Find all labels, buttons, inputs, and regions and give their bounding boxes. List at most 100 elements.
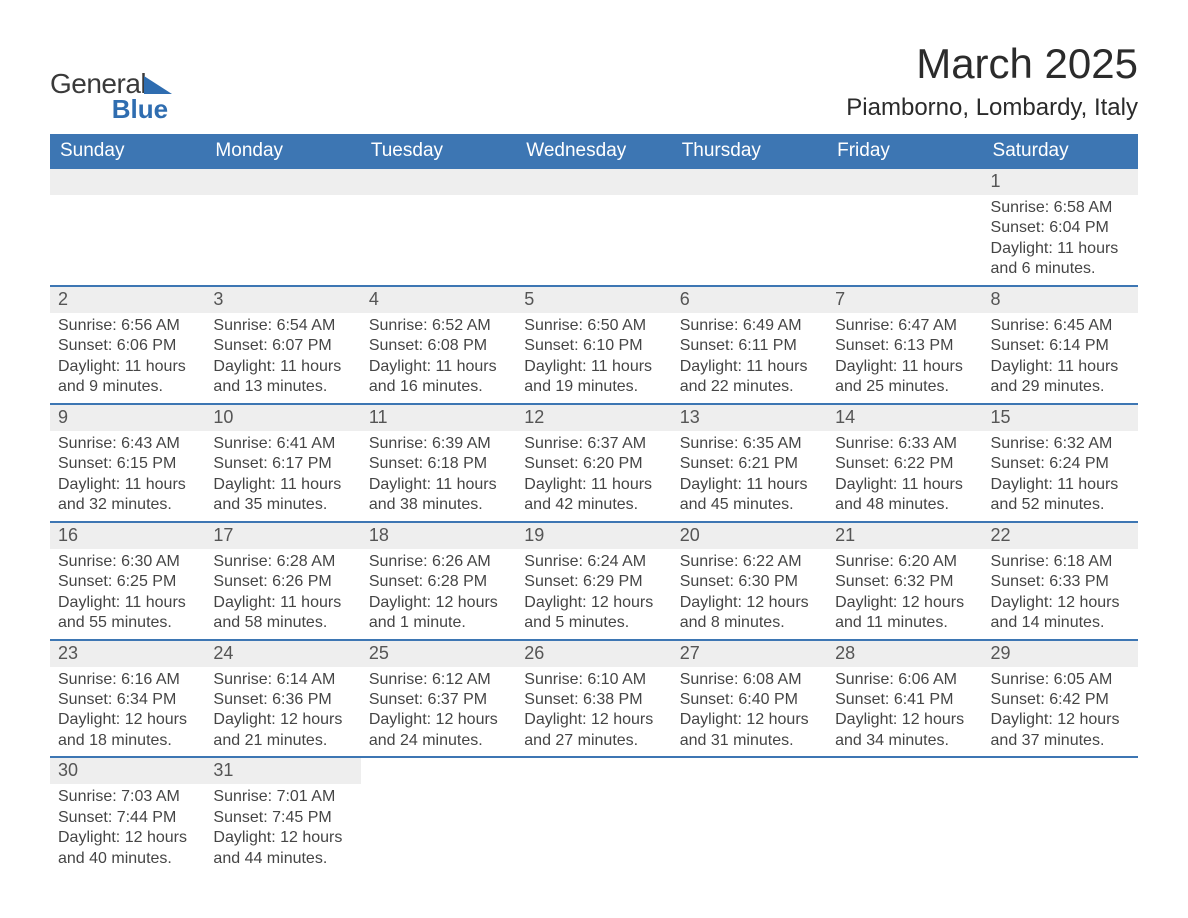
empty-cell-spacer xyxy=(672,195,827,275)
day-details: Sunrise: 6:20 AMSunset: 6:32 PMDaylight:… xyxy=(827,549,982,639)
calendar-day-cell: 8Sunrise: 6:45 AMSunset: 6:14 PMDaylight… xyxy=(983,286,1138,404)
day-number xyxy=(672,169,827,195)
day-number: 10 xyxy=(205,405,360,431)
calendar-day-cell xyxy=(827,757,982,874)
day-number: 8 xyxy=(983,287,1138,313)
calendar-day-cell: 20Sunrise: 6:22 AMSunset: 6:30 PMDayligh… xyxy=(672,522,827,640)
day-details: Sunrise: 6:54 AMSunset: 6:07 PMDaylight:… xyxy=(205,313,360,403)
sunset-line: Sunset: 6:08 PM xyxy=(369,336,508,356)
calendar-day-cell: 28Sunrise: 6:06 AMSunset: 6:41 PMDayligh… xyxy=(827,640,982,758)
weekday-header: Thursday xyxy=(672,134,827,169)
sunrise-line: Sunrise: 6:10 AM xyxy=(524,670,663,690)
sunset-line: Sunset: 6:29 PM xyxy=(524,572,663,592)
day-number: 16 xyxy=(50,523,205,549)
sunset-line: Sunset: 6:06 PM xyxy=(58,336,197,356)
calendar-day-cell: 1Sunrise: 6:58 AMSunset: 6:04 PMDaylight… xyxy=(983,169,1138,286)
daylight-line: Daylight: 11 hours and 58 minutes. xyxy=(213,593,352,634)
calendar-day-cell: 11Sunrise: 6:39 AMSunset: 6:18 PMDayligh… xyxy=(361,404,516,522)
sunset-line: Sunset: 6:40 PM xyxy=(680,690,819,710)
calendar-day-cell xyxy=(516,169,671,286)
day-details: Sunrise: 6:12 AMSunset: 6:37 PMDaylight:… xyxy=(361,667,516,757)
day-details: Sunrise: 6:14 AMSunset: 6:36 PMDaylight:… xyxy=(205,667,360,757)
day-details: Sunrise: 6:39 AMSunset: 6:18 PMDaylight:… xyxy=(361,431,516,521)
calendar-week-row: 9Sunrise: 6:43 AMSunset: 6:15 PMDaylight… xyxy=(50,404,1138,522)
sunset-line: Sunset: 6:30 PM xyxy=(680,572,819,592)
day-number: 26 xyxy=(516,641,671,667)
sunrise-line: Sunrise: 6:28 AM xyxy=(213,552,352,572)
day-details: Sunrise: 6:30 AMSunset: 6:25 PMDaylight:… xyxy=(50,549,205,639)
sunrise-line: Sunrise: 6:56 AM xyxy=(58,316,197,336)
title-block: March 2025 Piamborno, Lombardy, Italy xyxy=(846,40,1138,122)
calendar-day-cell: 7Sunrise: 6:47 AMSunset: 6:13 PMDaylight… xyxy=(827,286,982,404)
sunrise-line: Sunrise: 6:54 AM xyxy=(213,316,352,336)
weekday-header: Tuesday xyxy=(361,134,516,169)
day-details: Sunrise: 6:45 AMSunset: 6:14 PMDaylight:… xyxy=(983,313,1138,403)
sunrise-line: Sunrise: 6:41 AM xyxy=(213,434,352,454)
month-title: March 2025 xyxy=(846,40,1138,88)
calendar-week-row: 1Sunrise: 6:58 AMSunset: 6:04 PMDaylight… xyxy=(50,169,1138,286)
calendar-day-cell: 31Sunrise: 7:01 AMSunset: 7:45 PMDayligh… xyxy=(205,757,360,874)
day-number: 19 xyxy=(516,523,671,549)
calendar-day-cell: 15Sunrise: 6:32 AMSunset: 6:24 PMDayligh… xyxy=(983,404,1138,522)
sunset-line: Sunset: 7:45 PM xyxy=(213,808,352,828)
sunset-line: Sunset: 6:26 PM xyxy=(213,572,352,592)
sunrise-line: Sunrise: 6:06 AM xyxy=(835,670,974,690)
daylight-line: Daylight: 12 hours and 24 minutes. xyxy=(369,710,508,751)
daylight-line: Daylight: 12 hours and 5 minutes. xyxy=(524,593,663,634)
sunrise-line: Sunrise: 6:49 AM xyxy=(680,316,819,336)
calendar-day-cell: 27Sunrise: 6:08 AMSunset: 6:40 PMDayligh… xyxy=(672,640,827,758)
header-row: General Blue March 2025 Piamborno, Lomba… xyxy=(50,40,1138,122)
day-number xyxy=(361,169,516,195)
daylight-line: Daylight: 12 hours and 31 minutes. xyxy=(680,710,819,751)
day-number: 14 xyxy=(827,405,982,431)
sunset-line: Sunset: 6:04 PM xyxy=(991,218,1130,238)
sunset-line: Sunset: 6:38 PM xyxy=(524,690,663,710)
sunset-line: Sunset: 6:21 PM xyxy=(680,454,819,474)
sunrise-line: Sunrise: 6:12 AM xyxy=(369,670,508,690)
day-number xyxy=(672,758,827,784)
sunset-line: Sunset: 6:41 PM xyxy=(835,690,974,710)
daylight-line: Daylight: 12 hours and 37 minutes. xyxy=(991,710,1130,751)
daylight-line: Daylight: 12 hours and 14 minutes. xyxy=(991,593,1130,634)
day-number: 27 xyxy=(672,641,827,667)
day-details: Sunrise: 6:08 AMSunset: 6:40 PMDaylight:… xyxy=(672,667,827,757)
sunrise-line: Sunrise: 6:33 AM xyxy=(835,434,974,454)
calendar-table: SundayMondayTuesdayWednesdayThursdayFrid… xyxy=(50,134,1138,874)
day-details: Sunrise: 6:10 AMSunset: 6:38 PMDaylight:… xyxy=(516,667,671,757)
calendar-day-cell xyxy=(672,757,827,874)
calendar-day-cell xyxy=(672,169,827,286)
sunset-line: Sunset: 6:10 PM xyxy=(524,336,663,356)
day-number: 24 xyxy=(205,641,360,667)
weekday-header: Sunday xyxy=(50,134,205,169)
sunset-line: Sunset: 6:13 PM xyxy=(835,336,974,356)
daylight-line: Daylight: 11 hours and 55 minutes. xyxy=(58,593,197,634)
daylight-line: Daylight: 11 hours and 9 minutes. xyxy=(58,357,197,398)
day-details: Sunrise: 7:01 AMSunset: 7:45 PMDaylight:… xyxy=(205,784,360,874)
calendar-week-row: 30Sunrise: 7:03 AMSunset: 7:44 PMDayligh… xyxy=(50,757,1138,874)
daylight-line: Daylight: 11 hours and 38 minutes. xyxy=(369,475,508,516)
calendar-day-cell: 3Sunrise: 6:54 AMSunset: 6:07 PMDaylight… xyxy=(205,286,360,404)
calendar-week-row: 23Sunrise: 6:16 AMSunset: 6:34 PMDayligh… xyxy=(50,640,1138,758)
sunrise-line: Sunrise: 6:43 AM xyxy=(58,434,197,454)
daylight-line: Daylight: 11 hours and 25 minutes. xyxy=(835,357,974,398)
day-details: Sunrise: 6:58 AMSunset: 6:04 PMDaylight:… xyxy=(983,195,1138,285)
day-details: Sunrise: 6:43 AMSunset: 6:15 PMDaylight:… xyxy=(50,431,205,521)
daylight-line: Daylight: 11 hours and 45 minutes. xyxy=(680,475,819,516)
day-number: 12 xyxy=(516,405,671,431)
daylight-line: Daylight: 12 hours and 21 minutes. xyxy=(213,710,352,751)
day-details: Sunrise: 6:16 AMSunset: 6:34 PMDaylight:… xyxy=(50,667,205,757)
day-number: 2 xyxy=(50,287,205,313)
sunrise-line: Sunrise: 6:39 AM xyxy=(369,434,508,454)
day-details: Sunrise: 6:18 AMSunset: 6:33 PMDaylight:… xyxy=(983,549,1138,639)
day-details: Sunrise: 6:32 AMSunset: 6:24 PMDaylight:… xyxy=(983,431,1138,521)
sunrise-line: Sunrise: 6:22 AM xyxy=(680,552,819,572)
daylight-line: Daylight: 11 hours and 32 minutes. xyxy=(58,475,197,516)
calendar-day-cell xyxy=(50,169,205,286)
sunrise-line: Sunrise: 6:35 AM xyxy=(680,434,819,454)
daylight-line: Daylight: 11 hours and 48 minutes. xyxy=(835,475,974,516)
calendar-day-cell: 25Sunrise: 6:12 AMSunset: 6:37 PMDayligh… xyxy=(361,640,516,758)
sunrise-line: Sunrise: 6:58 AM xyxy=(991,198,1130,218)
empty-cell-spacer xyxy=(516,195,671,275)
sunrise-line: Sunrise: 6:50 AM xyxy=(524,316,663,336)
sunrise-line: Sunrise: 6:18 AM xyxy=(991,552,1130,572)
